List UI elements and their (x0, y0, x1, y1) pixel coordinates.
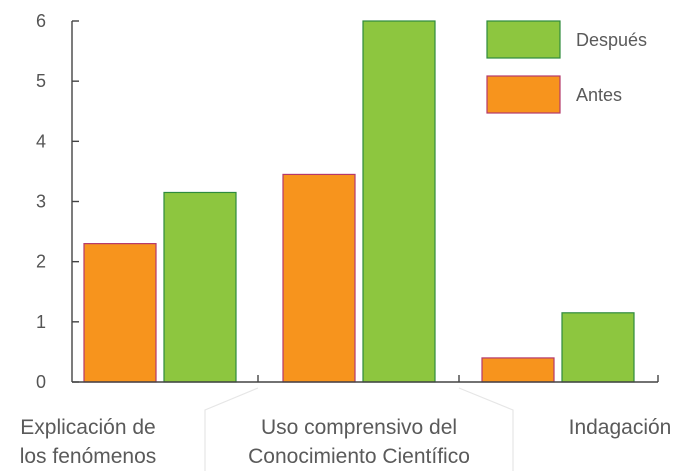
category-separators (204, 387, 514, 471)
bar-despus-1 (163, 191, 237, 383)
legend-label-antes: Antes (576, 85, 622, 105)
bar-despus-3 (561, 312, 635, 383)
y-tick-label-0: 0 (36, 372, 46, 392)
y-tick-label-5: 5 (36, 71, 46, 91)
bar-antes-2 (282, 173, 356, 383)
category-label-1: Explicación de los fenómenos (20, 416, 157, 468)
legend-label-despus: Después (576, 30, 647, 50)
y-tick-label-2: 2 (36, 252, 46, 272)
y-tick-label-3: 3 (36, 192, 46, 212)
category-separator-2 (458, 387, 514, 471)
legend-swatch-despus (486, 20, 561, 59)
y-axis-ticks: 0 1 2 3 4 5 6 (36, 11, 79, 392)
bar-despus-2 (362, 20, 436, 383)
y-tick-label-1: 1 (36, 312, 46, 332)
category-separator-1 (204, 387, 259, 471)
y-tick-label-6: 6 (36, 11, 46, 31)
y-tick-label-4: 4 (36, 131, 46, 151)
category-label-3: Indagación (569, 416, 672, 439)
bar-antes-3 (481, 357, 555, 383)
bar-antes-1 (83, 243, 157, 383)
category-label-2: Uso comprensivo del Conocimiento Científi… (248, 416, 470, 468)
bars (83, 20, 635, 383)
legend-swatch-antes (486, 75, 561, 114)
legend: Después Antes (486, 20, 647, 114)
category-labels: Explicación de los fenómenos Uso comprensi… (20, 416, 672, 468)
